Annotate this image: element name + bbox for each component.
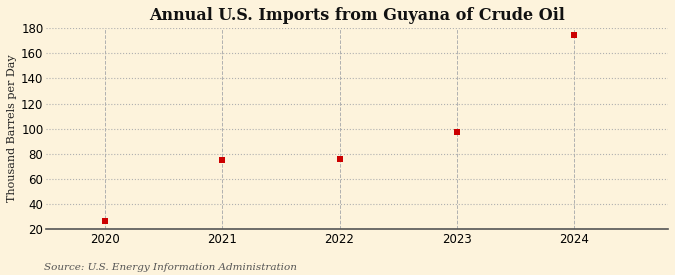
Y-axis label: Thousand Barrels per Day: Thousand Barrels per Day: [7, 55, 17, 202]
Title: Annual U.S. Imports from Guyana of Crude Oil: Annual U.S. Imports from Guyana of Crude…: [149, 7, 565, 24]
Point: [217, 158, 227, 162]
Point: [334, 156, 345, 161]
Point: [99, 219, 110, 224]
Text: Source: U.S. Energy Information Administration: Source: U.S. Energy Information Administ…: [44, 263, 297, 272]
Point: [569, 32, 580, 37]
Point: [452, 130, 462, 134]
